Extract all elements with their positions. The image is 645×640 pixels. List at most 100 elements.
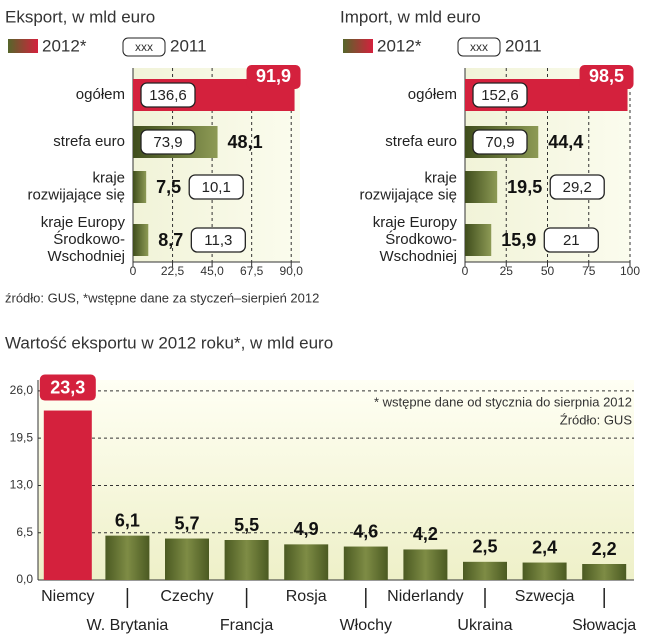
value-label: 4,6: [353, 521, 378, 541]
value-label: 4,9: [294, 519, 319, 539]
value-box-label: 152,6: [481, 87, 519, 104]
x-tick-label: W. Brytania: [86, 617, 168, 634]
value-label: 44,4: [548, 132, 583, 152]
legend-box: [122, 37, 166, 57]
legend-box-text: xxx: [470, 40, 488, 54]
bar: [522, 562, 567, 580]
value-box-label: 70,9: [485, 134, 514, 151]
y-tick-label: 19,5: [10, 430, 34, 444]
bar: [284, 544, 329, 580]
value-label: 2,2: [592, 539, 617, 559]
x-tick-label: 90,0: [280, 264, 304, 278]
x-tick-label: Włochy: [340, 617, 392, 634]
legend-swatch: [343, 39, 373, 53]
value-label-box: [246, 65, 301, 89]
value-box-label: 10,1: [202, 179, 231, 196]
legend-swatch: [8, 39, 38, 53]
value-label: 6,1: [115, 510, 140, 530]
legend-label: 2011: [170, 36, 207, 55]
bar: [105, 535, 150, 580]
footnote: źródło: GUS, *wstępne dane za styczeń–si…: [5, 290, 319, 305]
category-label: strefa euro: [53, 133, 125, 150]
x-tick-label: 0: [462, 264, 469, 278]
y-tick-label: 6,5: [16, 525, 33, 539]
value-box: [549, 174, 605, 200]
x-tick-label: Słowacja: [572, 617, 636, 634]
bar: [403, 549, 448, 580]
value-box-label: 11,3: [204, 232, 232, 249]
value-box: [140, 82, 196, 108]
x-tick-label: Czechy: [160, 588, 213, 605]
y-tick-label: 0,0: [16, 572, 33, 586]
value-box-label: 73,9: [153, 134, 182, 151]
x-tick-label: 25: [500, 264, 514, 278]
x-tick-label: 67,5: [240, 264, 264, 278]
value-label: 2,4: [532, 537, 557, 557]
value-box: [472, 129, 528, 155]
value-label: 23,3: [50, 377, 85, 397]
value-box: [472, 82, 528, 108]
x-tick-label: 75: [582, 264, 596, 278]
x-tick-label: Szwecja: [515, 588, 575, 605]
value-label: 98,5: [589, 66, 624, 86]
x-tick-label: 100: [620, 264, 640, 278]
annotation: * wstępne dane od stycznia do sierpnia 2…: [374, 394, 632, 409]
value-label: 2,5: [472, 537, 497, 557]
legend-label: 2012*: [377, 36, 422, 55]
value-label: 5,7: [174, 513, 199, 533]
value-box-label: 29,2: [563, 179, 592, 196]
legend-box: [457, 37, 501, 57]
bar: [463, 561, 507, 580]
bar: [133, 224, 149, 256]
bar: [165, 538, 209, 580]
category-label: kraje rozwijające się: [359, 169, 457, 203]
y-tick-label: 26,0: [10, 383, 34, 397]
x-tick-label: Francja: [220, 617, 273, 634]
value-label-box: [579, 65, 634, 89]
value-label: 7,5: [156, 177, 181, 197]
value-label: 19,5: [507, 177, 542, 197]
x-tick-label: 22,5: [161, 264, 185, 278]
x-tick-label: 45,0: [200, 264, 224, 278]
value-box: [188, 174, 244, 200]
x-tick-label: 0: [130, 264, 137, 278]
chart-title: Eksport, w mld euro: [5, 7, 155, 26]
value-label: 48,1: [228, 132, 263, 152]
value-box: [190, 227, 246, 253]
legend-box-text: xxx: [135, 40, 153, 54]
bar: [43, 410, 92, 580]
value-label: 15,9: [501, 230, 536, 250]
bar: [465, 171, 498, 203]
x-tick-label: 50: [541, 264, 555, 278]
value-box-label: 136,6: [149, 87, 187, 104]
bar: [343, 546, 388, 580]
x-tick-label: Ukraina: [457, 617, 512, 634]
category-label: ogółem: [408, 86, 457, 103]
value-box: [140, 129, 196, 155]
value-box: [543, 227, 599, 253]
x-tick-label: Niemcy: [41, 588, 94, 605]
bar: [582, 564, 627, 580]
category-label: ogółem: [76, 86, 125, 103]
value-label: 91,9: [256, 66, 291, 86]
category-label: kraje rozwijające się: [27, 169, 125, 203]
chart-title: Import, w mld euro: [340, 7, 481, 26]
value-label: 5,5: [234, 515, 259, 535]
x-tick-label: Rosja: [286, 588, 327, 605]
value-label-box: [39, 374, 96, 401]
bar: [133, 171, 147, 203]
bar: [224, 540, 269, 580]
chart-title: Wartość eksportu w 2012 roku*, w mld eur…: [5, 333, 333, 352]
x-tick-label: Niderlandy: [387, 588, 463, 605]
value-box-label: 21: [563, 232, 580, 249]
legend-label: 2011: [505, 36, 542, 55]
bar: [465, 224, 492, 256]
legend-label: 2012*: [42, 36, 87, 55]
category-label: kraje Europy Środkowo-Wschodniej: [373, 214, 458, 265]
y-tick-label: 13,0: [10, 478, 34, 492]
category-label: strefa euro: [385, 133, 457, 150]
value-label: 4,2: [413, 524, 438, 544]
category-label: kraje Europy Środkowo-Wschodniej: [41, 214, 126, 265]
annotation: Źródło: GUS: [560, 412, 633, 427]
